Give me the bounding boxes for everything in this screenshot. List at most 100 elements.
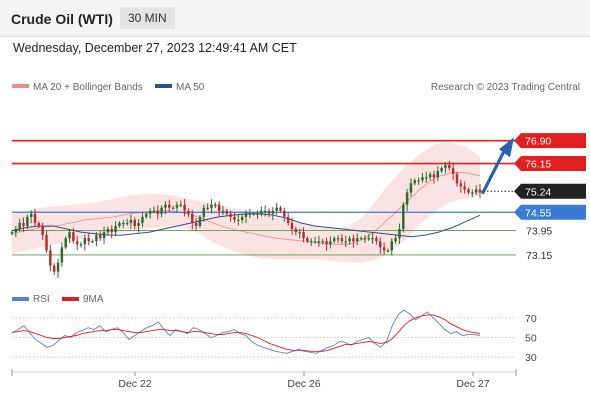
candle-body — [325, 241, 328, 245]
candle-body — [321, 241, 324, 243]
candle-body — [18, 222, 21, 230]
candle-body — [56, 262, 60, 272]
level-label-75-24: 75.24 — [525, 186, 551, 198]
candle-body — [271, 210, 275, 214]
candle-body — [294, 229, 298, 233]
level-tag-box — [514, 156, 586, 172]
candle-body — [332, 238, 336, 242]
candle-body — [444, 165, 447, 169]
candle-body — [171, 207, 175, 209]
candle-body — [168, 204, 171, 208]
candle-body — [114, 226, 117, 233]
candle-body — [206, 207, 209, 209]
candle-body — [306, 238, 309, 242]
candle-body — [402, 204, 405, 230]
candle-body — [367, 238, 370, 240]
candle-body — [160, 207, 163, 214]
candle-body — [467, 189, 470, 193]
candle-body — [267, 210, 271, 214]
candle-body — [183, 204, 186, 211]
candle-body — [286, 216, 290, 223]
candle-body — [83, 238, 87, 245]
candle-body — [110, 229, 113, 233]
candle-body — [91, 241, 94, 243]
candle-body — [409, 183, 413, 193]
candle-body — [225, 210, 229, 214]
candle-body — [336, 238, 340, 240]
candle-body — [379, 241, 382, 248]
x-axis: Dec 22 Dec 26 Dec 27 — [11, 369, 517, 390]
level-tag-box — [514, 183, 586, 199]
candle-body — [87, 238, 90, 242]
candle-body — [275, 207, 278, 211]
level-tag-76-15: 76.15 — [514, 156, 586, 172]
rsi-panel: 70 50 30 — [11, 309, 537, 364]
candle-body — [252, 213, 255, 216]
candle-body — [202, 207, 206, 217]
level-label-76-15: 76.15 — [525, 159, 551, 171]
candle-body — [29, 213, 33, 217]
candle-body — [290, 222, 294, 230]
candle-body — [363, 238, 367, 240]
rsi-tick-label: 50 — [525, 333, 537, 345]
candle-body — [283, 210, 286, 217]
forecast-arrow-shaft — [481, 151, 505, 195]
candle-body — [137, 222, 140, 226]
candle-body — [45, 235, 48, 251]
bollinger-legend-label: MA 20 + Bollinger Bands — [33, 82, 143, 93]
candle-body — [356, 238, 359, 242]
candle-body — [474, 189, 478, 193]
candle-body — [10, 232, 14, 234]
candle-body — [26, 216, 29, 226]
level-label-76-90: 76.90 — [525, 136, 551, 148]
candle-body — [352, 238, 355, 242]
instrument-title: Crude Oil (WTI) — [11, 11, 113, 27]
candle-body — [451, 168, 455, 175]
candle-body — [386, 250, 390, 252]
candle-body — [133, 219, 136, 226]
candle-body — [425, 177, 428, 179]
candle-body — [348, 238, 351, 242]
candle-body — [141, 216, 144, 223]
candle-body — [340, 238, 344, 242]
candle-body — [417, 180, 420, 182]
candle-body — [375, 238, 378, 242]
candle-body — [72, 232, 75, 242]
candle-body — [129, 219, 133, 223]
candle-body — [413, 180, 417, 184]
rsi-ma-legend-label: 9MA — [83, 294, 104, 305]
candle-body — [256, 213, 259, 216]
candle-body — [102, 232, 106, 239]
forecast-arrow-head — [499, 137, 514, 158]
candle-body — [398, 229, 401, 239]
level-tag-75-24: 75.24 — [514, 183, 586, 199]
candle-body — [210, 204, 213, 208]
level-tag-box — [514, 204, 586, 220]
candle-body — [440, 168, 443, 172]
candle-body — [187, 210, 190, 214]
rsi-ma-line — [11, 314, 481, 352]
candle-body — [463, 186, 466, 190]
candle-body — [317, 241, 321, 243]
candle-body — [37, 222, 41, 226]
candle-body — [233, 216, 236, 220]
candle-body — [455, 174, 459, 184]
level-label-73-95: 73.95 — [526, 226, 552, 238]
candle-body — [309, 241, 313, 243]
candle-body — [148, 210, 152, 214]
candle-body — [95, 235, 98, 242]
candle-body — [240, 216, 244, 220]
x-tick-label: Dec 26 — [287, 378, 320, 390]
candle-body — [405, 192, 409, 205]
candle-body — [279, 207, 282, 211]
candle-body — [156, 210, 160, 214]
candle-body — [98, 235, 102, 239]
timeframe-badge[interactable]: 30 MIN — [120, 7, 175, 29]
ma50-legend-swatch — [155, 84, 172, 88]
bollinger-mid-line — [11, 172, 481, 245]
candle-body — [263, 210, 267, 212]
candle-body — [52, 265, 56, 272]
chart-datetime: Wednesday, December 27, 2023 12:49:41 AM… — [13, 41, 297, 55]
candle-body — [390, 241, 394, 251]
candle-body — [244, 213, 248, 217]
